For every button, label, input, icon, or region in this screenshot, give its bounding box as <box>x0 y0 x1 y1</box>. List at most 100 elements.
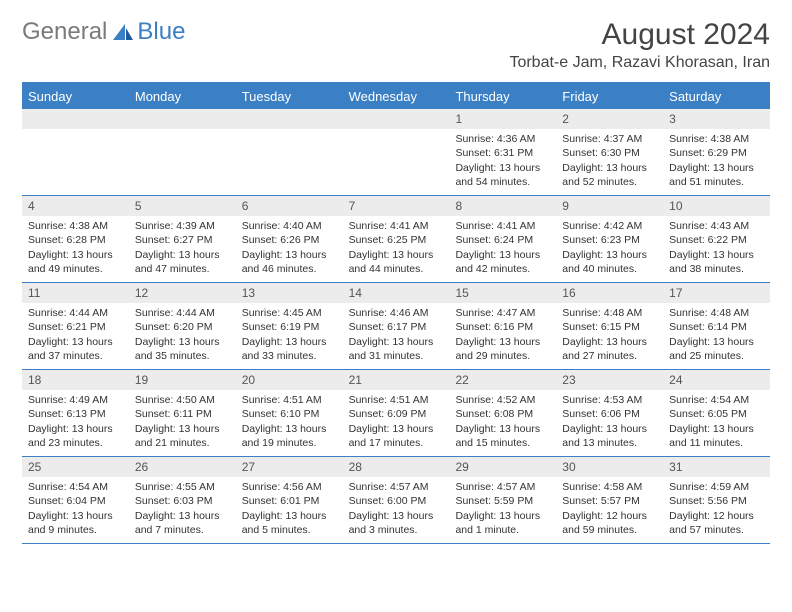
sunset-text: Sunset: 6:09 PM <box>349 407 444 421</box>
sunset-text: Sunset: 6:04 PM <box>28 494 123 508</box>
sunrise-text: Sunrise: 4:51 AM <box>242 393 337 407</box>
logo-text-general: General <box>22 18 107 46</box>
sunset-text: Sunset: 6:27 PM <box>135 233 230 247</box>
day-cell: 17Sunrise: 4:48 AMSunset: 6:14 PMDayligh… <box>663 283 770 369</box>
daylight-text: Daylight: 13 hours and 35 minutes. <box>135 335 230 363</box>
daylight-text: Daylight: 13 hours and 11 minutes. <box>669 422 764 450</box>
day-body: Sunrise: 4:40 AMSunset: 6:26 PMDaylight:… <box>236 216 343 280</box>
day-body: Sunrise: 4:48 AMSunset: 6:14 PMDaylight:… <box>663 303 770 367</box>
sunrise-text: Sunrise: 4:41 AM <box>349 219 444 233</box>
day-number: 26 <box>129 457 236 477</box>
sunset-text: Sunset: 6:14 PM <box>669 320 764 334</box>
sunrise-text: Sunrise: 4:57 AM <box>349 480 444 494</box>
sunset-text: Sunset: 6:11 PM <box>135 407 230 421</box>
sunrise-text: Sunrise: 4:52 AM <box>455 393 550 407</box>
sunrise-text: Sunrise: 4:46 AM <box>349 306 444 320</box>
day-header: Saturday <box>663 84 770 109</box>
day-number <box>22 109 129 129</box>
day-number <box>236 109 343 129</box>
day-number: 10 <box>663 196 770 216</box>
day-cell: 10Sunrise: 4:43 AMSunset: 6:22 PMDayligh… <box>663 196 770 282</box>
sunrise-text: Sunrise: 4:39 AM <box>135 219 230 233</box>
day-cell: 18Sunrise: 4:49 AMSunset: 6:13 PMDayligh… <box>22 370 129 456</box>
sunrise-text: Sunrise: 4:47 AM <box>455 306 550 320</box>
month-title: August 2024 <box>509 18 770 52</box>
day-body: Sunrise: 4:38 AMSunset: 6:29 PMDaylight:… <box>663 129 770 193</box>
day-number: 14 <box>343 283 450 303</box>
sunrise-text: Sunrise: 4:59 AM <box>669 480 764 494</box>
day-body: Sunrise: 4:52 AMSunset: 6:08 PMDaylight:… <box>449 390 556 454</box>
sunrise-text: Sunrise: 4:44 AM <box>135 306 230 320</box>
daylight-text: Daylight: 13 hours and 37 minutes. <box>28 335 123 363</box>
sunrise-text: Sunrise: 4:37 AM <box>562 132 657 146</box>
daylight-text: Daylight: 13 hours and 38 minutes. <box>669 248 764 276</box>
day-header: Sunday <box>22 84 129 109</box>
daylight-text: Daylight: 13 hours and 9 minutes. <box>28 509 123 537</box>
day-header: Monday <box>129 84 236 109</box>
sunset-text: Sunset: 6:00 PM <box>349 494 444 508</box>
header: General Blue August 2024 Torbat-e Jam, R… <box>22 18 770 72</box>
sunrise-text: Sunrise: 4:43 AM <box>669 219 764 233</box>
sunset-text: Sunset: 6:20 PM <box>135 320 230 334</box>
day-cell: 5Sunrise: 4:39 AMSunset: 6:27 PMDaylight… <box>129 196 236 282</box>
sunrise-text: Sunrise: 4:50 AM <box>135 393 230 407</box>
day-header: Friday <box>556 84 663 109</box>
title-block: August 2024 Torbat-e Jam, Razavi Khorasa… <box>509 18 770 72</box>
day-body: Sunrise: 4:38 AMSunset: 6:28 PMDaylight:… <box>22 216 129 280</box>
day-body: Sunrise: 4:54 AMSunset: 6:04 PMDaylight:… <box>22 477 129 541</box>
sunset-text: Sunset: 6:17 PM <box>349 320 444 334</box>
sunrise-text: Sunrise: 4:57 AM <box>455 480 550 494</box>
sunset-text: Sunset: 6:21 PM <box>28 320 123 334</box>
day-number: 15 <box>449 283 556 303</box>
daylight-text: Daylight: 13 hours and 27 minutes. <box>562 335 657 363</box>
sunrise-text: Sunrise: 4:54 AM <box>28 480 123 494</box>
day-headers: SundayMondayTuesdayWednesdayThursdayFrid… <box>22 84 770 109</box>
day-body: Sunrise: 4:39 AMSunset: 6:27 PMDaylight:… <box>129 216 236 280</box>
day-cell: 28Sunrise: 4:57 AMSunset: 6:00 PMDayligh… <box>343 457 450 543</box>
day-body: Sunrise: 4:41 AMSunset: 6:25 PMDaylight:… <box>343 216 450 280</box>
day-cell: 31Sunrise: 4:59 AMSunset: 5:56 PMDayligh… <box>663 457 770 543</box>
daylight-text: Daylight: 13 hours and 25 minutes. <box>669 335 764 363</box>
day-cell: 21Sunrise: 4:51 AMSunset: 6:09 PMDayligh… <box>343 370 450 456</box>
daylight-text: Daylight: 13 hours and 33 minutes. <box>242 335 337 363</box>
logo-text-blue: Blue <box>137 18 185 46</box>
day-number: 5 <box>129 196 236 216</box>
sunrise-text: Sunrise: 4:55 AM <box>135 480 230 494</box>
daylight-text: Daylight: 13 hours and 15 minutes. <box>455 422 550 450</box>
daylight-text: Daylight: 13 hours and 7 minutes. <box>135 509 230 537</box>
daylight-text: Daylight: 13 hours and 42 minutes. <box>455 248 550 276</box>
day-cell: 9Sunrise: 4:42 AMSunset: 6:23 PMDaylight… <box>556 196 663 282</box>
day-cell: 4Sunrise: 4:38 AMSunset: 6:28 PMDaylight… <box>22 196 129 282</box>
day-body: Sunrise: 4:58 AMSunset: 5:57 PMDaylight:… <box>556 477 663 541</box>
week-row: 18Sunrise: 4:49 AMSunset: 6:13 PMDayligh… <box>22 370 770 457</box>
sunset-text: Sunset: 6:08 PM <box>455 407 550 421</box>
sunset-text: Sunset: 6:03 PM <box>135 494 230 508</box>
day-cell: 24Sunrise: 4:54 AMSunset: 6:05 PMDayligh… <box>663 370 770 456</box>
day-cell: 20Sunrise: 4:51 AMSunset: 6:10 PMDayligh… <box>236 370 343 456</box>
day-number: 29 <box>449 457 556 477</box>
sunrise-text: Sunrise: 4:56 AM <box>242 480 337 494</box>
day-cell: 7Sunrise: 4:41 AMSunset: 6:25 PMDaylight… <box>343 196 450 282</box>
day-number: 24 <box>663 370 770 390</box>
sunset-text: Sunset: 6:31 PM <box>455 146 550 160</box>
week-row: 1Sunrise: 4:36 AMSunset: 6:31 PMDaylight… <box>22 109 770 196</box>
day-body: Sunrise: 4:51 AMSunset: 6:10 PMDaylight:… <box>236 390 343 454</box>
day-body: Sunrise: 4:44 AMSunset: 6:21 PMDaylight:… <box>22 303 129 367</box>
day-body: Sunrise: 4:46 AMSunset: 6:17 PMDaylight:… <box>343 303 450 367</box>
daylight-text: Daylight: 13 hours and 19 minutes. <box>242 422 337 450</box>
day-cell-empty <box>236 109 343 195</box>
day-body: Sunrise: 4:56 AMSunset: 6:01 PMDaylight:… <box>236 477 343 541</box>
daylight-text: Daylight: 13 hours and 29 minutes. <box>455 335 550 363</box>
daylight-text: Daylight: 13 hours and 40 minutes. <box>562 248 657 276</box>
logo: General Blue <box>22 18 185 46</box>
sunrise-text: Sunrise: 4:49 AM <box>28 393 123 407</box>
day-body: Sunrise: 4:50 AMSunset: 6:11 PMDaylight:… <box>129 390 236 454</box>
daylight-text: Daylight: 13 hours and 51 minutes. <box>669 161 764 189</box>
day-cell: 26 Sunrise: 4:55 AMSunset: 6:03 PMDayligh… <box>129 457 236 543</box>
sunset-text: Sunset: 6:05 PM <box>669 407 764 421</box>
day-number: 6 <box>236 196 343 216</box>
day-number <box>129 109 236 129</box>
day-number: 8 <box>449 196 556 216</box>
sunrise-text: Sunrise: 4:58 AM <box>562 480 657 494</box>
day-body: Sunrise: 4:53 AMSunset: 6:06 PMDaylight:… <box>556 390 663 454</box>
